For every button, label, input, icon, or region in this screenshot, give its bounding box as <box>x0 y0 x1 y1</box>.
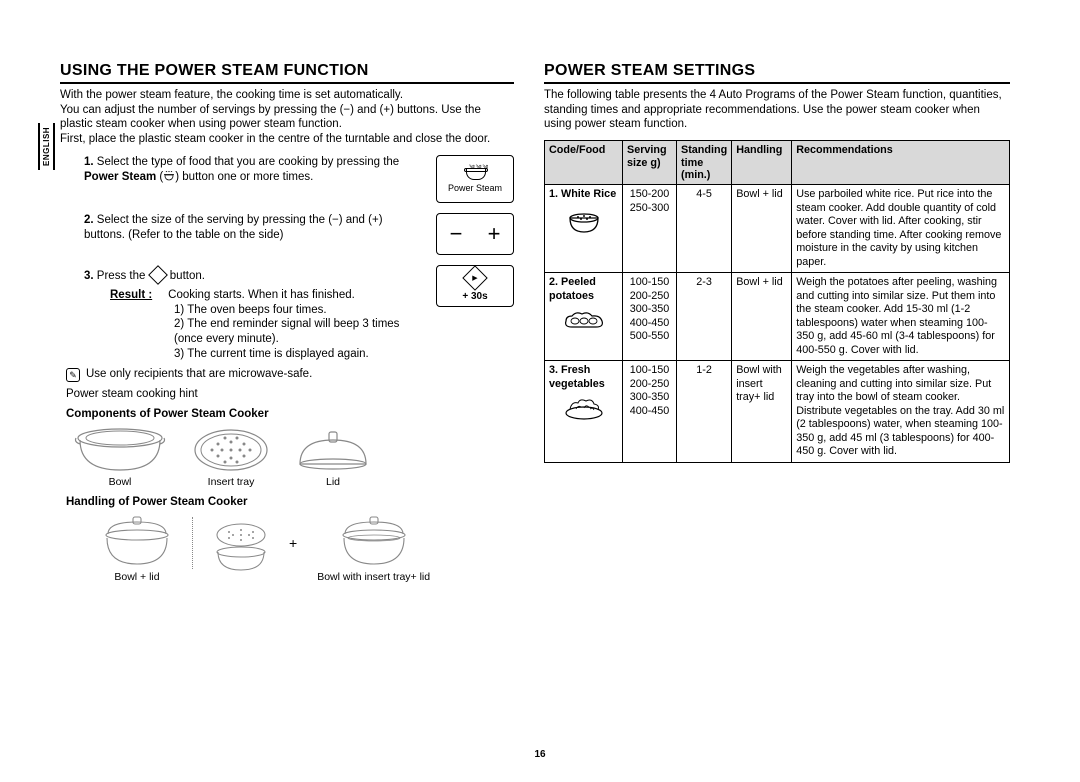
comp-lid-label: Lid <box>296 476 370 488</box>
step-3: 3. Press the button. Result : Cooking st… <box>84 265 514 362</box>
potatoes-icon <box>549 307 618 335</box>
note-row: ✎ Use only recipients that are microwave… <box>66 368 514 382</box>
language-tab: ENGLISH <box>38 123 55 170</box>
step3-text-b: button. <box>167 270 205 282</box>
result-2: 2) The end reminder signal will beep 3 t… <box>174 317 426 347</box>
serving-rice: 150-200 250-300 <box>623 185 677 273</box>
food-name-veg: 3. Fresh vegetables <box>549 364 618 391</box>
components-row: Bowl Insert tray <box>74 426 514 488</box>
veg-icon <box>549 395 618 425</box>
th-handling: Handling <box>732 141 792 185</box>
hint-text: Power steam cooking hint <box>66 388 514 400</box>
comp-tray-label: Insert tray <box>192 476 270 488</box>
handling-row: Bowl + lid + Bow <box>102 516 514 583</box>
standing-rice: 4-5 <box>677 185 732 273</box>
minus-symbol: − <box>450 221 463 247</box>
handling-full: Bowl with insert tray+ lid <box>317 516 430 583</box>
hand-full-label: Bowl with insert tray+ lid <box>317 571 430 583</box>
component-bowl: Bowl <box>74 426 166 488</box>
power-steam-button-icon: ༄༄༄ Power Steam <box>436 155 514 203</box>
note-icon: ✎ <box>66 368 80 382</box>
plus-30s-button-icon: ▶ + 30s <box>436 265 514 307</box>
step-1: 1. Select the type of food that you are … <box>84 155 514 203</box>
table-row: 3. Fresh vegetables 100-150 200-250 300-… <box>545 361 1010 462</box>
comp-bowl-label: Bowl <box>74 476 166 488</box>
step2-text: Select the size of the serving by pressi… <box>84 214 383 241</box>
step1-text-c: ( <box>156 171 163 183</box>
heading-settings: POWER STEAM SETTINGS <box>544 62 1010 84</box>
standing-veg: 1-2 <box>677 361 732 462</box>
th-standing: Standing time (min.) <box>677 141 732 185</box>
table-row: 2. Peeled potatoes 100-150 200-250 300-3… <box>545 273 1010 361</box>
note-text: Use only recipients that are microwave-s… <box>86 368 312 382</box>
th-serving: Serving size g) <box>623 141 677 185</box>
rec-veg: Weigh the vegetables after washing, clea… <box>792 361 1010 462</box>
plus-30s-label: + 30s <box>462 291 487 302</box>
handling-rice: Bowl + lid <box>732 185 792 273</box>
components-heading: Components of Power Steam Cooker <box>66 408 514 420</box>
component-lid: Lid <box>296 426 370 488</box>
serving-veg: 100-150 200-250 300-350 400-450 <box>623 361 677 462</box>
handling-bowl-lid: Bowl + lid <box>102 516 172 583</box>
th-code: Code/Food <box>545 141 623 185</box>
rec-potatoes: Weigh the potatoes after peeling, washin… <box>792 273 1010 361</box>
rec-rice: Use parboiled white rice. Put rice into … <box>792 185 1010 273</box>
result-1: 1) The oven beeps four times. <box>174 303 426 318</box>
th-rec: Recommendations <box>792 141 1010 185</box>
component-tray: Insert tray <box>192 426 270 488</box>
step3-num: 3. <box>84 270 94 282</box>
intro-right: The following table presents the 4 Auto … <box>544 88 1010 132</box>
plus-join: + <box>289 535 297 551</box>
standing-potatoes: 2-3 <box>677 273 732 361</box>
plus-minus-button-icon: − + <box>436 213 514 255</box>
result-label: Result : <box>110 289 152 301</box>
power-steam-label: Power Steam <box>448 183 502 193</box>
diamond-30s-icon: ▶ <box>462 266 487 291</box>
food-name-rice: 1. White Rice <box>549 188 618 201</box>
table-row: 1. White Rice 150-200 250-300 4-5 Bowl +… <box>545 185 1010 273</box>
intro-left: With the power steam feature, the cookin… <box>60 88 514 147</box>
serving-potatoes: 100-150 200-250 300-350 400-450 500-550 <box>623 273 677 361</box>
result-3: 3) The current time is displayed again. <box>174 347 426 362</box>
hand-bowllid-label: Bowl + lid <box>102 571 172 583</box>
step2-num: 2. <box>84 214 94 226</box>
settings-table: Code/Food Serving size g) Standing time … <box>544 140 1010 462</box>
step1-text-a: Select the type of food that you are coo… <box>97 156 399 168</box>
food-name-potatoes: 2. Peeled potatoes <box>549 276 618 303</box>
right-column: POWER STEAM SETTINGS The following table… <box>544 62 1010 583</box>
step1-text-b: Power Steam <box>84 171 156 183</box>
rice-icon <box>549 206 618 238</box>
handling-heading: Handling of Power Steam Cooker <box>66 496 514 508</box>
handling-veg: Bowl with insert tray+ lid <box>732 361 792 462</box>
dotted-sep <box>192 517 193 569</box>
handling-tray-top <box>213 522 269 577</box>
pot-icon: ༄༄༄ <box>463 164 487 180</box>
pot-inline-icon <box>163 171 175 186</box>
page-number: 16 <box>0 749 1080 760</box>
start-diamond-icon <box>148 265 168 285</box>
step1-text-d: ) button one or more times. <box>175 171 313 183</box>
plus-symbol: + <box>488 221 501 247</box>
page-body: USING THE POWER STEAM FUNCTION With the … <box>0 0 1080 603</box>
result-text: Cooking starts. When it has finished. <box>168 289 355 301</box>
step3-text-a: Press the <box>97 270 149 282</box>
handling-potatoes: Bowl + lid <box>732 273 792 361</box>
left-column: USING THE POWER STEAM FUNCTION With the … <box>60 62 514 583</box>
step1-num: 1. <box>84 156 94 168</box>
step-2: 2. Select the size of the serving by pre… <box>84 213 514 255</box>
heading-using: USING THE POWER STEAM FUNCTION <box>60 62 514 84</box>
